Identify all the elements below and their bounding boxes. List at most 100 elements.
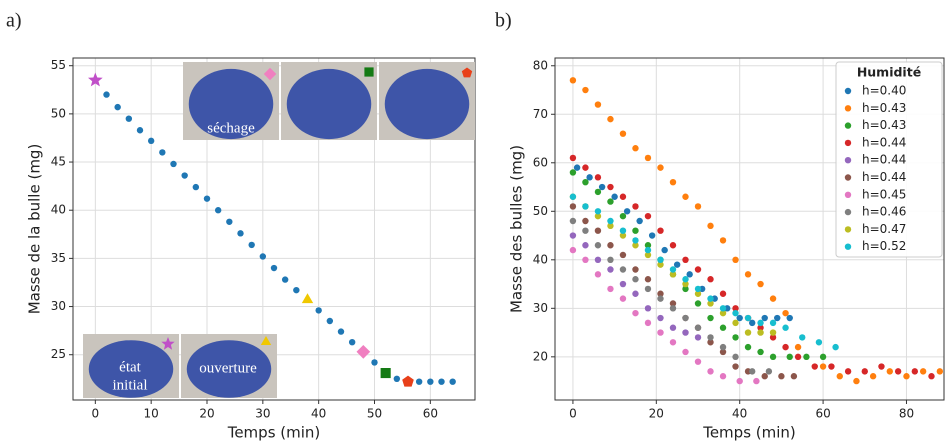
data-point <box>707 368 714 375</box>
legend-box <box>835 61 943 258</box>
data-point <box>732 334 739 341</box>
data-point <box>594 212 602 220</box>
data-point <box>427 378 434 385</box>
panel-label: a) <box>6 10 22 32</box>
legend-marker <box>844 122 852 129</box>
legend-marker <box>844 208 852 216</box>
plot-frame <box>72 57 476 401</box>
data-point <box>348 338 356 346</box>
data-point <box>786 314 793 322</box>
data-point <box>632 290 639 297</box>
highlight-point <box>301 293 314 304</box>
photo-marker <box>364 67 374 77</box>
data-point <box>765 368 773 375</box>
data-point <box>669 324 677 331</box>
data-point <box>757 319 764 327</box>
data-point <box>682 314 689 322</box>
data-point <box>661 246 668 254</box>
data-point <box>761 314 768 322</box>
x-axis-label: Temps (min) <box>227 424 321 442</box>
data-point <box>753 377 760 385</box>
data-point <box>569 232 577 239</box>
data-point <box>619 266 627 273</box>
data-point <box>170 160 177 168</box>
data-point <box>861 368 868 375</box>
data-point <box>103 91 110 98</box>
data-point <box>644 285 652 293</box>
y-tick-label: 25 <box>51 347 66 361</box>
data-point <box>569 217 577 225</box>
legend-label: h=0.45 <box>862 187 906 201</box>
x-tick-label: 40 <box>311 407 326 421</box>
x-tick-label: 60 <box>423 407 438 421</box>
data-point <box>732 353 739 361</box>
data-point <box>594 188 602 196</box>
y-tick-label: 35 <box>51 251 66 265</box>
data-point <box>438 378 445 385</box>
data-point <box>582 242 589 249</box>
data-point <box>619 295 627 302</box>
photo-label: ouverture <box>199 360 257 376</box>
data-point <box>790 373 798 380</box>
legend-marker <box>844 157 852 164</box>
data-point <box>569 246 577 254</box>
data-point <box>611 193 618 200</box>
data-point <box>736 314 743 322</box>
x-tick-label: 30 <box>255 407 270 421</box>
data-point <box>694 358 702 365</box>
data-point <box>619 232 627 239</box>
data-point <box>594 174 602 181</box>
data-point <box>894 368 902 375</box>
data-point <box>673 261 681 268</box>
photo-bubble <box>88 340 174 398</box>
data-point <box>619 251 627 259</box>
data-point <box>694 300 702 307</box>
data-point <box>769 295 777 302</box>
data-point <box>694 203 702 210</box>
data-point <box>644 276 652 283</box>
data-point <box>259 253 267 260</box>
data-point <box>293 286 300 294</box>
data-point <box>226 218 233 225</box>
data-point <box>582 227 589 234</box>
data-point <box>623 208 631 215</box>
data-point <box>707 222 714 230</box>
highlight-point <box>356 345 371 359</box>
data-point <box>757 280 764 288</box>
data-point <box>657 256 664 264</box>
data-point <box>657 295 664 302</box>
y-tick-label: 50 <box>51 106 66 120</box>
data-point <box>719 373 727 380</box>
data-point <box>786 353 793 361</box>
y-tick-label: 55 <box>51 58 66 72</box>
data-point <box>707 295 714 302</box>
data-point <box>769 334 777 341</box>
y-tick-label: 80 <box>533 58 548 72</box>
data-point <box>749 368 756 375</box>
legend-label: h=0.44 <box>862 170 906 184</box>
data-point <box>694 324 702 331</box>
data-point <box>694 285 702 293</box>
photo-bubble <box>188 68 274 140</box>
data-point <box>911 368 919 375</box>
data-point <box>607 256 614 264</box>
photo-bubble <box>186 340 272 398</box>
data-point <box>682 256 689 264</box>
y-tick-label: 40 <box>533 252 548 266</box>
data-point <box>594 208 602 215</box>
data-point <box>782 324 789 331</box>
photo-label: état <box>119 359 141 375</box>
data-point <box>669 178 677 186</box>
data-point <box>582 256 589 264</box>
data-point <box>632 309 639 317</box>
panel-label: b) <box>495 10 512 32</box>
data-point <box>736 377 743 385</box>
data-point <box>694 290 702 297</box>
photo-marker <box>263 67 277 81</box>
data-point <box>569 203 577 210</box>
data-point <box>707 314 714 322</box>
legend-label: h=0.43 <box>862 101 906 115</box>
data-point <box>594 101 602 108</box>
data-point <box>648 232 656 239</box>
data-point <box>607 266 614 273</box>
